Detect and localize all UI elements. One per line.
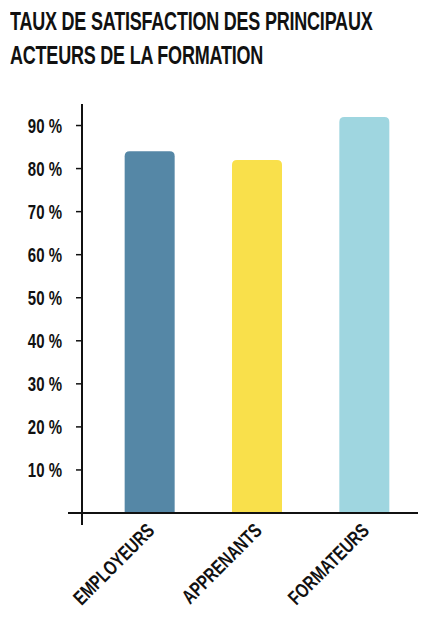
bar (339, 117, 389, 513)
title: TAUX DE SATISFACTION DES PRINCIPAUX ACTE… (10, 4, 413, 72)
x-axis (68, 512, 418, 514)
y-tick-label: 80 % (28, 157, 62, 180)
y-tick-label: 20 % (28, 416, 62, 439)
y-tick-label: 60 % (28, 244, 62, 267)
y-tick-label: 90 % (28, 114, 62, 137)
chart: 10 % 20 % 30 % 40 % 50 % 60 % 70 % 80 % 90 % EMPL… (0, 0, 447, 640)
y-tick-label: 10 % (28, 459, 62, 482)
y-tick-label: 50 % (28, 287, 62, 310)
bar (232, 160, 282, 513)
bar (125, 151, 175, 513)
x-tick-label: FORMATEURS (284, 519, 374, 609)
y-tick-label: 40 % (28, 330, 62, 353)
y-tick-label: 30 % (28, 373, 62, 396)
x-tick-label: APPRENANTS (177, 519, 266, 608)
y-axis (81, 104, 83, 525)
x-tick-label: EMPLOYEURS (69, 519, 159, 609)
y-tick-label: 70 % (28, 201, 62, 224)
bars (125, 117, 390, 513)
